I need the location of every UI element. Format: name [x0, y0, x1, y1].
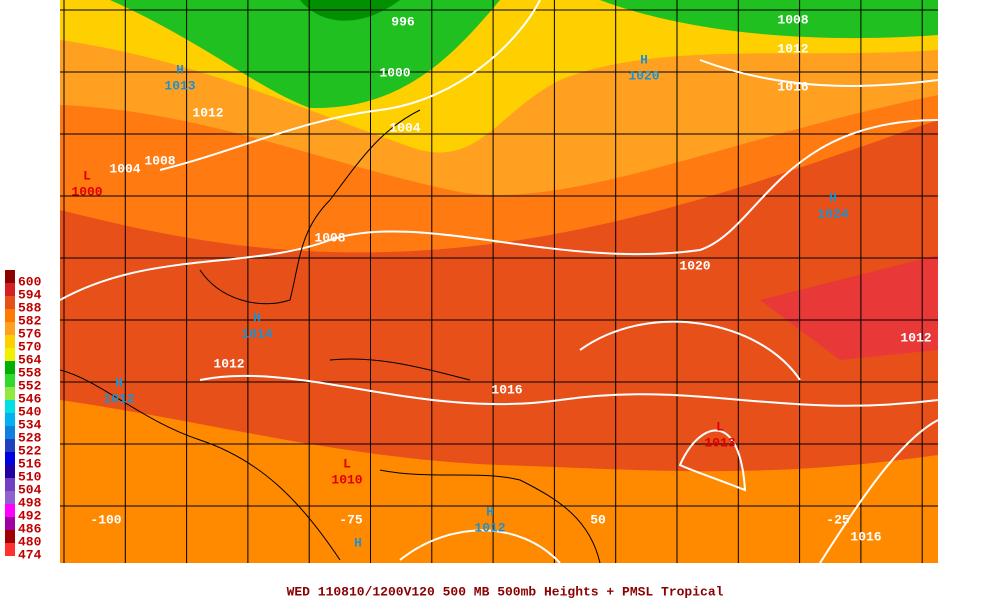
legend-swatch [5, 465, 15, 478]
legend-swatch [5, 504, 15, 517]
legend-swatch [5, 283, 15, 296]
legend-label: 588 [18, 300, 42, 315]
pressure-center-symbol: H [253, 310, 261, 325]
pressure-center-symbol: H [176, 62, 184, 77]
background-bands [60, 0, 938, 563]
legend-label: 594 [18, 287, 42, 302]
legend-swatch [5, 270, 15, 283]
legend-label: 534 [18, 417, 42, 432]
legend: 6005945885825765705645585525465405345285… [5, 270, 42, 562]
legend-label: 582 [18, 313, 42, 328]
legend-swatch [5, 478, 15, 491]
contour-label: 1008 [314, 230, 345, 245]
pressure-center-symbol: H [115, 375, 123, 390]
legend-label: 528 [18, 430, 42, 445]
pressure-center-symbol: H [829, 190, 837, 205]
legend-swatch [5, 309, 15, 322]
legend-label: 576 [18, 326, 42, 341]
contour-label: 1012 [192, 105, 223, 120]
legend-swatch [5, 426, 15, 439]
contours [59, 0, 939, 564]
pressure-center-symbol: L [343, 456, 351, 471]
legend-swatch [5, 491, 15, 504]
legend-swatch [5, 361, 15, 374]
legend-swatch [5, 374, 15, 387]
map-title: WED 110810/1200V120 500 MB 500mb Heights… [287, 584, 724, 599]
map-labels: 996 1008 1012 1016 1000 1004 1012 1008 1004 1008 1… [71, 12, 931, 550]
pressure-center-value: 1010 [331, 472, 362, 487]
contour-label: 1016 [850, 529, 881, 544]
lat-lon-grid [60, 0, 938, 563]
pressure-center-value: 1000 [71, 184, 102, 199]
legend-label: 558 [18, 365, 42, 380]
longitude-label: -75 [339, 512, 363, 527]
legend-label: 510 [18, 469, 42, 484]
contour-label: 1020 [679, 258, 710, 273]
contour-label: 1016 [491, 382, 522, 397]
contour-label: 1000 [379, 65, 410, 80]
legend-swatch [5, 452, 15, 465]
contour-label: 996 [391, 14, 415, 29]
pressure-center-symbol: H [640, 52, 648, 67]
legend-swatch [5, 335, 15, 348]
pressure-center-symbol: H [354, 535, 362, 550]
legend-swatch [5, 517, 15, 530]
pressure-center-symbol: L [83, 168, 91, 183]
legend-label: 480 [18, 534, 42, 549]
pressure-center-symbol: H [486, 504, 494, 519]
legend-swatch [5, 543, 15, 556]
legend-label: 474 [18, 547, 42, 562]
legend-label: 516 [18, 456, 42, 471]
longitude-label: -25 [826, 512, 850, 527]
pressure-center-value: 1012 [474, 520, 505, 535]
pressure-center-value: 1020 [628, 68, 659, 83]
legend-label: 504 [18, 482, 42, 497]
longitude-label: 50 [590, 512, 606, 527]
legend-swatch [5, 530, 15, 543]
legend-label: 600 [18, 274, 42, 289]
legend-swatch [5, 413, 15, 426]
contour-label: 1012 [777, 41, 808, 56]
legend-label: 552 [18, 378, 42, 393]
legend-swatch [5, 439, 15, 452]
legend-swatch [5, 387, 15, 400]
contour-label: 1004 [389, 120, 420, 135]
legend-swatch [5, 322, 15, 335]
pressure-center-symbol: L [716, 419, 724, 434]
legend-label: 492 [18, 508, 42, 523]
contour-label: 1012 [213, 356, 244, 371]
legend-label: 486 [18, 521, 42, 536]
pressure-center-value: 1013 [164, 78, 195, 93]
legend-swatch [5, 296, 15, 309]
legend-label: 546 [18, 391, 42, 406]
legend-label: 570 [18, 339, 42, 354]
pressure-center-value: 1012 [103, 391, 134, 406]
legend-swatch [5, 348, 15, 361]
pressure-center-value: 1024 [817, 206, 848, 221]
legend-swatch [5, 400, 15, 413]
legend-label: 564 [18, 352, 42, 367]
contour-label: 1008 [144, 153, 175, 168]
pressure-center-value: 1013 [704, 435, 735, 450]
coastlines [59, 109, 601, 564]
contour-label: 1016 [777, 79, 808, 94]
contour-label: 1012 [900, 330, 931, 345]
contour-label: 1008 [777, 12, 808, 27]
legend-label: 522 [18, 443, 42, 458]
longitude-label: -100 [90, 512, 121, 527]
contour-label: 1004 [109, 161, 140, 176]
legend-label: 498 [18, 495, 42, 510]
pressure-center-value: 1014 [241, 326, 272, 341]
legend-label: 540 [18, 404, 42, 419]
